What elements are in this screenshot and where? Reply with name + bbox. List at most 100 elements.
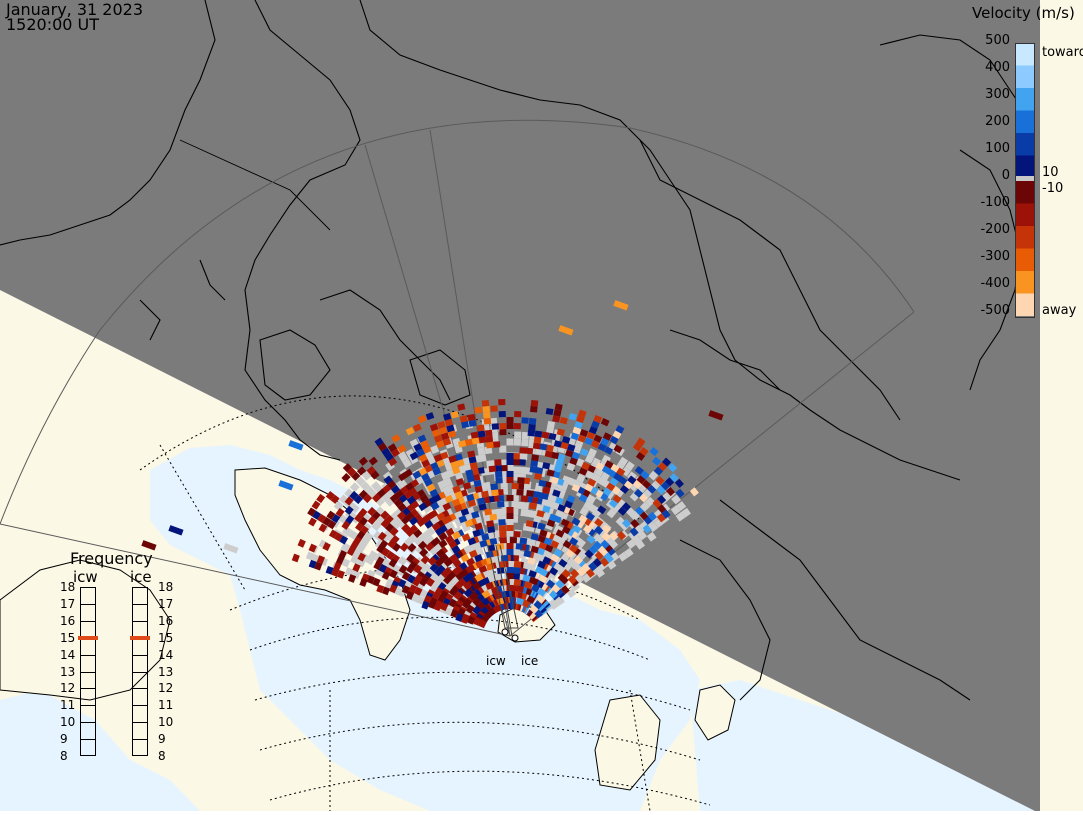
velocity-cell — [657, 494, 667, 505]
velocity-cell — [577, 434, 587, 443]
velocity-cell — [574, 420, 583, 429]
velocity-cell — [634, 506, 645, 516]
velocity-cell — [372, 577, 381, 587]
velocity-cell — [490, 431, 499, 440]
velocity-cell — [387, 443, 397, 453]
velocity-cell — [474, 522, 483, 531]
velocity-cell — [521, 438, 529, 447]
velocity-cell — [305, 551, 315, 561]
velocity-cell — [470, 431, 479, 439]
ladder-level-label: 8 — [60, 749, 68, 763]
velocity-cell — [488, 465, 497, 473]
velocity-cell — [498, 519, 506, 526]
velocity-cell — [412, 423, 422, 432]
velocity-cell — [417, 434, 427, 443]
velocity-cell — [562, 436, 571, 444]
velocity-cell — [450, 609, 459, 618]
colorbar-tick-label: -400 — [980, 276, 1010, 291]
velocity-cell — [632, 479, 642, 489]
ladder-rung — [132, 654, 148, 656]
velocity-cell — [621, 466, 631, 477]
velocity-cell — [512, 466, 521, 474]
velocity-cell — [401, 585, 411, 595]
velocity-cell — [405, 591, 414, 600]
velocity-cell — [426, 483, 436, 492]
velocity-cell — [506, 466, 514, 474]
velocity-cell — [538, 541, 548, 550]
velocity-cell — [458, 515, 468, 524]
velocity-cell — [416, 448, 426, 457]
velocity-cell — [656, 485, 666, 495]
velocity-cell — [609, 477, 619, 487]
velocity-cell — [307, 507, 316, 517]
velocity-cell — [593, 414, 603, 424]
velocity-cell — [455, 571, 465, 581]
velocity-cell — [545, 579, 556, 589]
velocity-cell — [530, 405, 538, 413]
velocity-cell — [601, 532, 611, 542]
velocity-cell — [445, 534, 455, 544]
velocity-cell — [566, 494, 576, 504]
velocity-cell — [371, 521, 382, 532]
labrador — [0, 559, 171, 701]
velocity-cell — [585, 512, 596, 522]
velocity-cell — [396, 511, 407, 521]
velocity-cell — [567, 575, 577, 585]
velocity-cell — [412, 470, 422, 480]
velocity-cell — [354, 513, 364, 523]
velocity-cell — [430, 445, 440, 455]
velocity-cell — [431, 428, 441, 438]
ladder-level-label: 18 — [158, 580, 174, 594]
velocity-cell — [586, 431, 596, 440]
velocity-cell — [484, 508, 493, 516]
velocity-cell — [468, 549, 478, 558]
colorbar-swatch — [1015, 43, 1035, 66]
velocity-cell — [352, 563, 361, 573]
ladder-rung — [132, 688, 148, 690]
velocity-cell — [521, 417, 529, 424]
velocity-cell — [641, 479, 652, 489]
velocity-cell — [604, 446, 614, 455]
velocity-cell — [506, 453, 514, 459]
velocity-cell — [440, 471, 450, 481]
toward-label: toward — [1042, 45, 1083, 60]
zero-minus-label: -10 — [1042, 181, 1064, 196]
velocity-cell — [498, 525, 507, 532]
velocity-cell — [511, 482, 519, 490]
velocity-cell — [584, 483, 594, 492]
velocity-cell — [661, 509, 671, 519]
velocity-cell — [558, 325, 574, 336]
velocity-cell — [461, 421, 470, 429]
velocity-cell — [297, 538, 306, 548]
velocity-cell — [529, 604, 539, 614]
colorbar-tick-label: 500 — [985, 33, 1010, 48]
colorbar-tick-label: -500 — [980, 303, 1010, 318]
velocity-cell — [667, 463, 678, 473]
velocity-cell — [552, 489, 561, 498]
velocity-cell — [525, 520, 534, 528]
velocity-cell — [435, 459, 445, 468]
velocity-cell — [566, 443, 576, 452]
velocity-cell — [591, 420, 600, 429]
velocity-cell — [533, 600, 543, 610]
velocity-cell — [339, 535, 349, 545]
velocity-cell — [655, 476, 665, 486]
velocity-cell — [467, 537, 477, 546]
velocity-cell — [575, 458, 585, 468]
velocity-cell — [527, 557, 536, 565]
ladder-level-label: 17 — [60, 596, 76, 611]
velocity-cell — [481, 399, 490, 407]
velocity-cell — [560, 441, 569, 450]
velocity-cell — [443, 557, 453, 568]
velocity-cell — [346, 467, 357, 477]
velocity-cell — [636, 437, 646, 447]
velocity-cell — [499, 445, 507, 453]
ladder-level-label: 10 — [158, 715, 174, 730]
velocity-cell — [423, 478, 433, 487]
velocity-cell — [506, 438, 514, 446]
velocity-cell — [537, 522, 546, 531]
colorbar-swatch — [1015, 110, 1035, 133]
velocity-cell — [528, 502, 537, 510]
velocity-cell — [518, 466, 527, 475]
